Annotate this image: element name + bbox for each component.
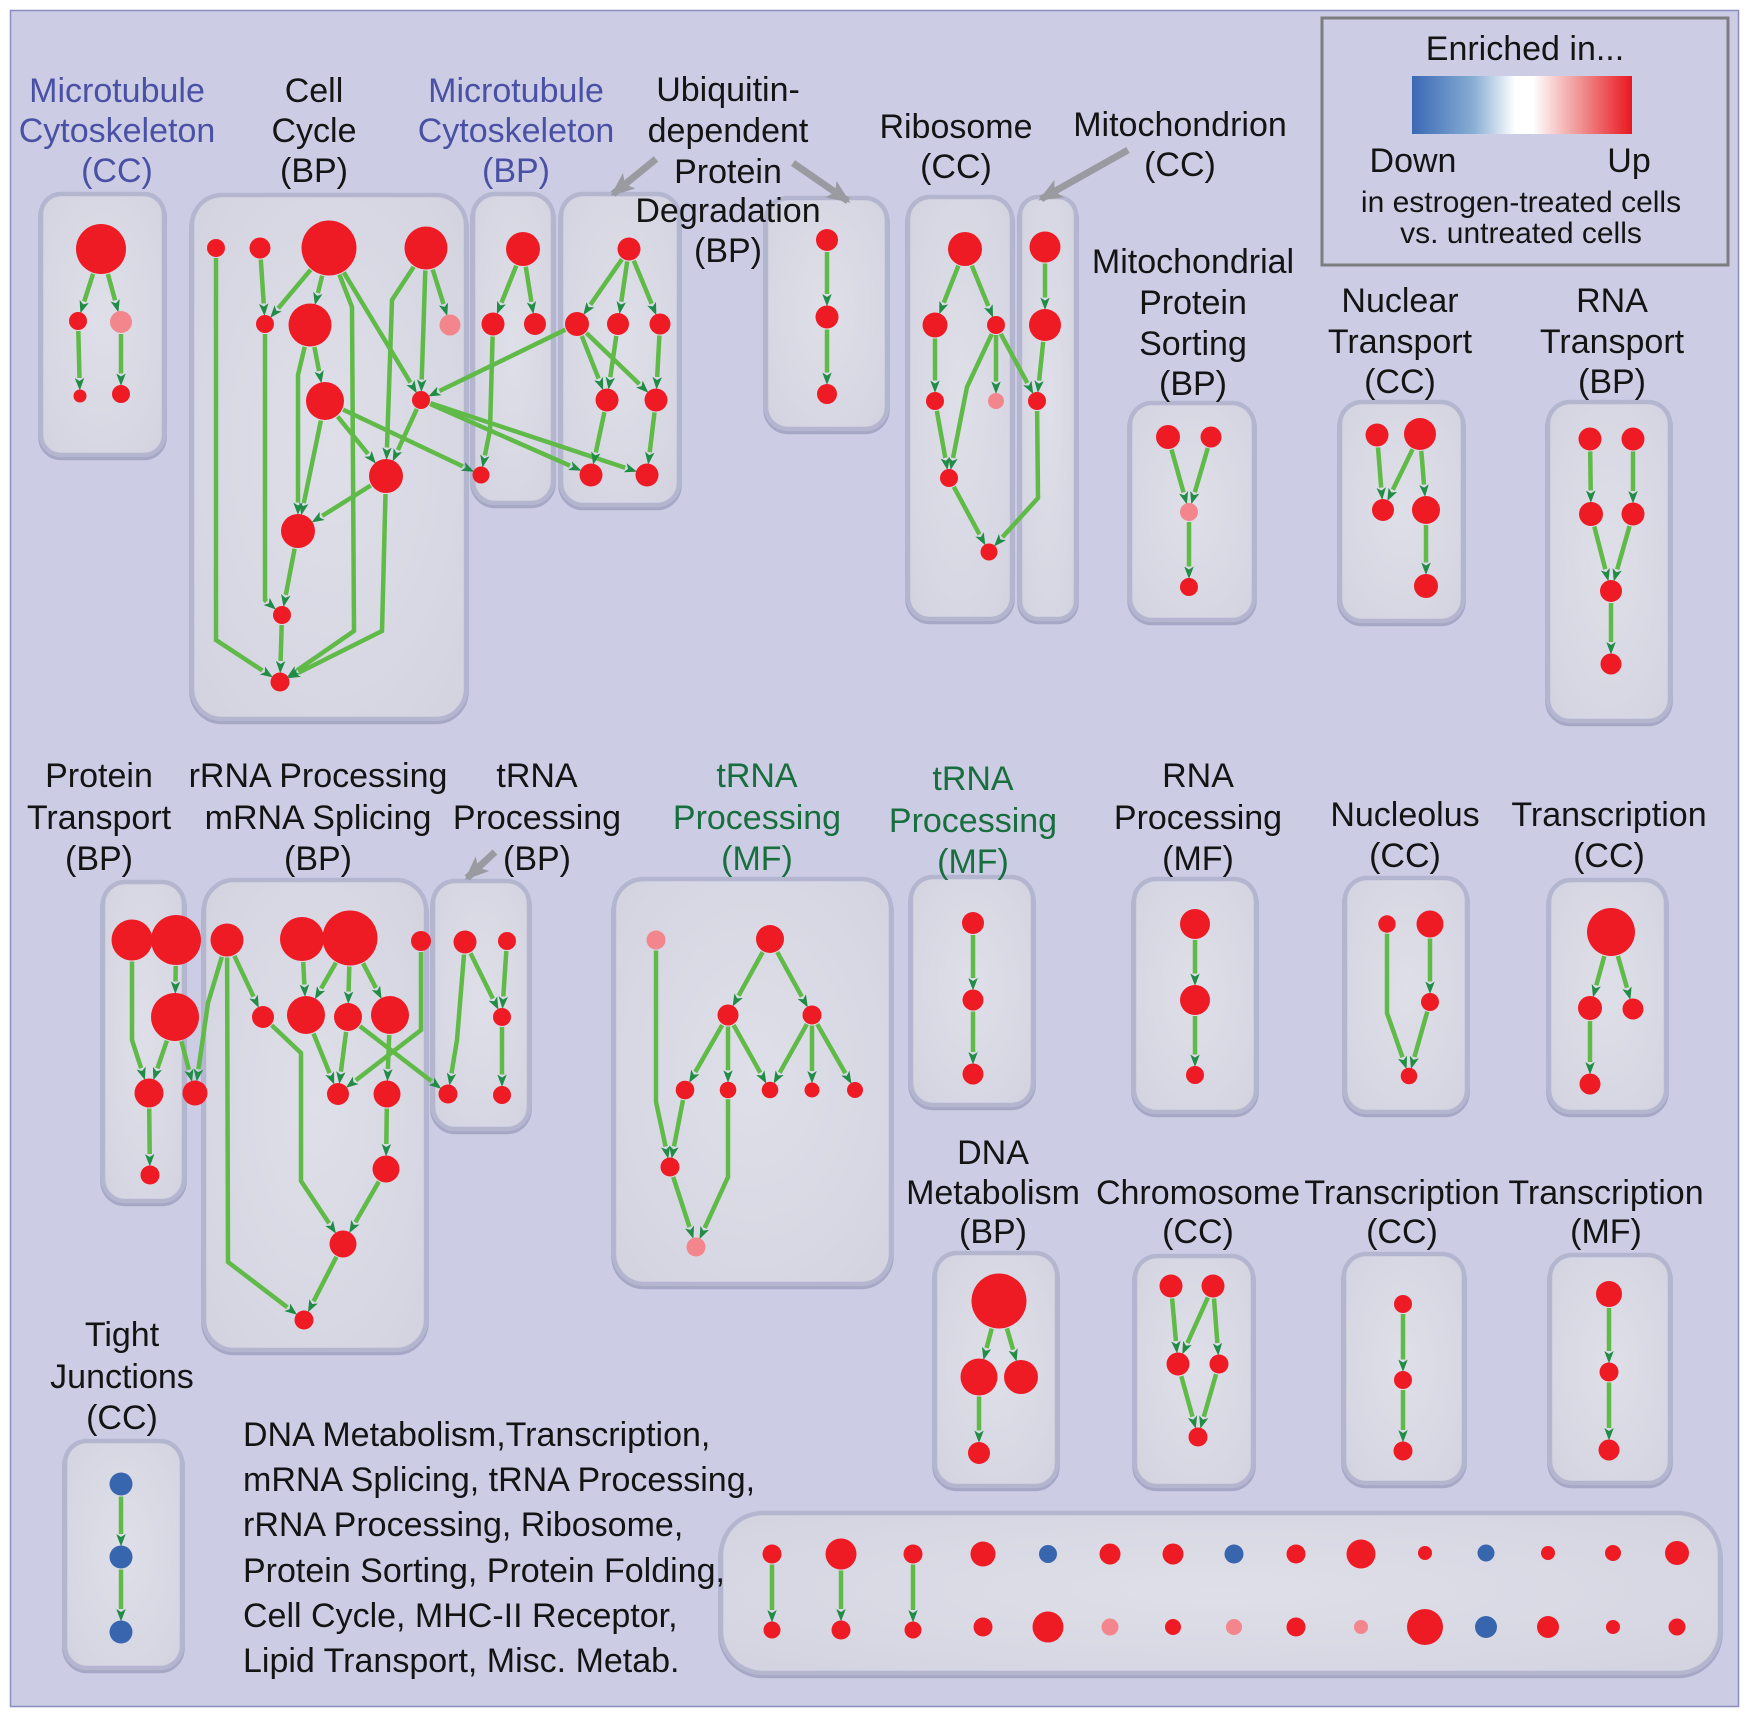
svg-text:Sorting: Sorting — [1139, 325, 1247, 363]
svg-text:Transcription: Transcription — [1304, 1174, 1499, 1212]
svg-text:(BP): (BP) — [1159, 365, 1227, 403]
svg-text:(CC): (CC) — [1364, 363, 1436, 401]
svg-text:Protein: Protein — [45, 757, 153, 795]
svg-text:tRNA: tRNA — [716, 757, 798, 795]
svg-text:Transcription: Transcription — [1511, 796, 1706, 834]
svg-text:Protein: Protein — [1139, 284, 1247, 322]
svg-text:(CC): (CC) — [81, 152, 153, 190]
svg-text:Down: Down — [1370, 142, 1457, 180]
svg-text:(CC): (CC) — [1144, 146, 1216, 184]
svg-text:Processing: Processing — [1114, 799, 1282, 837]
svg-text:rRNA Processing: rRNA Processing — [189, 757, 448, 795]
svg-text:(MF): (MF) — [1570, 1213, 1642, 1251]
svg-text:Transport: Transport — [1540, 323, 1685, 361]
svg-text:dependent: dependent — [648, 112, 809, 150]
svg-text:Enriched in...: Enriched in... — [1426, 30, 1624, 68]
svg-text:Mitochondrion: Mitochondrion — [1073, 106, 1287, 144]
svg-text:Cycle: Cycle — [271, 112, 356, 150]
svg-text:Protein Sorting, Protein Foldi: Protein Sorting, Protein Folding, — [243, 1552, 725, 1590]
svg-text:mRNA Splicing, tRNA Processing: mRNA Splicing, tRNA Processing, — [243, 1461, 755, 1499]
svg-text:Mitochondrial: Mitochondrial — [1092, 243, 1294, 281]
svg-text:Cytoskeleton: Cytoskeleton — [418, 112, 615, 150]
svg-text:Processing: Processing — [453, 799, 621, 837]
svg-text:Ribosome: Ribosome — [879, 108, 1032, 146]
svg-text:(CC): (CC) — [920, 148, 992, 186]
svg-text:(MF): (MF) — [937, 843, 1009, 881]
svg-text:tRNA: tRNA — [496, 757, 578, 795]
svg-text:RNA: RNA — [1162, 757, 1234, 795]
svg-text:Protein: Protein — [674, 153, 782, 191]
svg-text:Degradation: Degradation — [635, 192, 820, 230]
svg-text:Lipid Transport, Misc. Metab.: Lipid Transport, Misc. Metab. — [243, 1642, 680, 1680]
svg-text:Microtubule: Microtubule — [428, 72, 604, 110]
svg-text:(BP): (BP) — [280, 152, 348, 190]
svg-text:(CC): (CC) — [1366, 1213, 1438, 1251]
svg-text:Nucleolus: Nucleolus — [1330, 796, 1479, 834]
svg-text:(CC): (CC) — [1369, 837, 1441, 875]
svg-text:tRNA: tRNA — [932, 760, 1014, 798]
svg-text:Cell Cycle, MHC-II Receptor,: Cell Cycle, MHC-II Receptor, — [243, 1597, 678, 1635]
svg-text:(BP): (BP) — [1578, 363, 1646, 401]
svg-text:Tight: Tight — [85, 1316, 160, 1354]
svg-text:Processing: Processing — [889, 802, 1057, 840]
svg-text:DNA: DNA — [957, 1134, 1029, 1172]
svg-text:Transport: Transport — [1328, 323, 1473, 361]
svg-text:Junctions: Junctions — [50, 1358, 194, 1396]
svg-text:Processing: Processing — [673, 799, 841, 837]
svg-text:Transport: Transport — [27, 799, 172, 837]
svg-text:(CC): (CC) — [1162, 1213, 1234, 1251]
svg-text:Ubiquitin-: Ubiquitin- — [656, 71, 800, 109]
svg-text:in estrogen-treated cells: in estrogen-treated cells — [1361, 186, 1681, 219]
svg-text:Microtubule: Microtubule — [29, 72, 205, 110]
svg-text:(BP): (BP) — [482, 152, 550, 190]
svg-text:mRNA Splicing: mRNA Splicing — [205, 799, 432, 837]
svg-text:(BP): (BP) — [65, 840, 133, 878]
svg-text:(BP): (BP) — [503, 840, 571, 878]
svg-text:Cell: Cell — [285, 72, 344, 110]
svg-text:(BP): (BP) — [284, 840, 352, 878]
svg-text:DNA Metabolism,Transcription,: DNA Metabolism,Transcription, — [243, 1416, 710, 1454]
svg-text:rRNA Processing, Ribosome,: rRNA Processing, Ribosome, — [243, 1506, 683, 1544]
svg-text:Nuclear: Nuclear — [1341, 282, 1458, 320]
svg-text:Up: Up — [1607, 142, 1650, 180]
svg-text:(MF): (MF) — [1162, 840, 1234, 878]
svg-text:Transcription: Transcription — [1508, 1174, 1703, 1212]
svg-text:(CC): (CC) — [86, 1399, 158, 1437]
svg-text:vs. untreated cells: vs. untreated cells — [1400, 217, 1642, 250]
svg-text:Cytoskeleton: Cytoskeleton — [19, 112, 216, 150]
svg-text:Metabolism: Metabolism — [906, 1174, 1080, 1212]
svg-text:RNA: RNA — [1576, 282, 1648, 320]
svg-text:(BP): (BP) — [694, 232, 762, 270]
svg-text:(MF): (MF) — [721, 840, 793, 878]
svg-text:(CC): (CC) — [1573, 837, 1645, 875]
svg-text:Chromosome: Chromosome — [1096, 1174, 1300, 1212]
svg-text:(BP): (BP) — [959, 1213, 1027, 1251]
